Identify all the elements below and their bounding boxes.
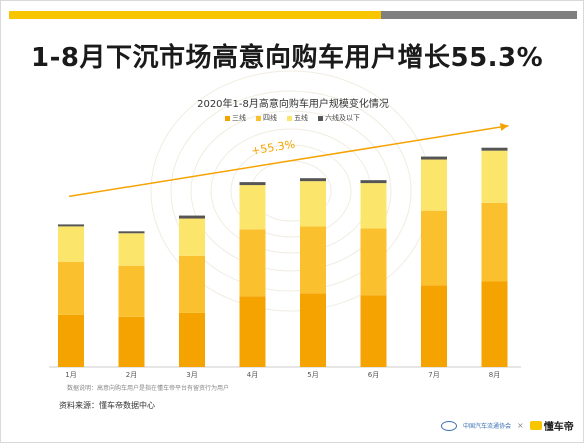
legend-swatch-tier5 — [287, 115, 292, 121]
bar-segment — [239, 229, 266, 297]
bar-segment — [179, 255, 205, 313]
x-tick-label: 2月 — [126, 371, 137, 379]
trend-arrow-line — [68, 124, 509, 198]
cada-logo-text: 中国汽车流通协会 — [463, 423, 512, 430]
dongchedi-logo-text: 懂车帝 — [543, 422, 574, 433]
x-tick-label: 6月 — [368, 371, 379, 379]
bar-segment — [179, 312, 205, 367]
bar-segment — [421, 210, 447, 286]
bar-segment — [118, 265, 145, 317]
data-source: 资料来源：懂车帝数据中心 — [59, 401, 155, 410]
bar-segment — [118, 316, 145, 367]
top-yellow-bar — [9, 11, 381, 19]
footer-logos: 中国汽车流通协会 × 懂车帝 — [441, 418, 574, 433]
legend-label-tier3: 三线 — [232, 114, 246, 122]
legend-item-tier4: 四线 — [256, 113, 277, 123]
bar-segment — [421, 285, 447, 367]
legend-item-tier6: 六线及以下 — [318, 113, 360, 123]
top-gray-bar — [381, 11, 577, 19]
legend-label-tier5: 五线 — [294, 114, 308, 122]
bar-segment — [360, 180, 387, 184]
legend-item-tier3: 三线 — [225, 113, 246, 123]
bar-segment — [481, 147, 508, 151]
bar-segment — [360, 228, 387, 296]
bar-segment — [300, 181, 326, 227]
bar-segment — [58, 261, 84, 315]
bar-segment — [58, 314, 84, 367]
bar-segment — [179, 215, 205, 219]
bar-segment — [300, 226, 326, 294]
bar-segment — [239, 182, 266, 186]
x-tick-label: 1月 — [65, 371, 76, 379]
cada-logo-icon — [441, 420, 457, 431]
bar-segment — [58, 224, 84, 227]
bar-segment — [300, 293, 326, 367]
legend-label-tier4: 四线 — [263, 114, 277, 122]
trend-arrow-head — [499, 123, 509, 131]
legend-swatch-tier4 — [256, 115, 261, 121]
bar-segment — [481, 202, 508, 282]
bar-segment — [421, 156, 447, 160]
growth-annotation-label: +55.3% — [250, 138, 296, 158]
times-separator: × — [517, 421, 524, 430]
x-tick-label: 8月 — [489, 371, 500, 379]
dongchedi-logo: 懂车帝 — [529, 418, 574, 433]
bar-segment — [300, 178, 326, 182]
data-note: 数据说明：高意向购车用户是指在懂车帝平台有留资行为用户 — [67, 385, 230, 392]
x-tick-label: 4月 — [247, 371, 258, 379]
bar-segment — [239, 185, 266, 230]
legend-item-tier5: 五线 — [287, 113, 308, 123]
chart-title: 2020年1-8月高意向购车用户规模变化情况 — [197, 99, 389, 110]
bar-segment — [360, 183, 387, 229]
x-tick-label: 3月 — [186, 371, 197, 379]
bar-segment — [481, 150, 508, 203]
bar-segment — [421, 159, 447, 211]
bar-segment — [118, 233, 145, 266]
x-tick-label: 5月 — [307, 371, 318, 379]
bar-segment — [239, 296, 266, 367]
legend-swatch-tier6 — [318, 115, 323, 121]
bar-segment — [360, 295, 387, 367]
bar-segment — [58, 226, 84, 262]
bar-segment — [481, 281, 508, 367]
dongchedi-logo-icon — [529, 421, 542, 430]
page-title: 1-8月下沉市场高意向购车用户增长55.3% — [31, 43, 544, 73]
bar-segment — [118, 231, 145, 234]
x-tick-label: 7月 — [428, 371, 439, 379]
legend-label-tier6: 六线及以下 — [325, 114, 360, 122]
bar-segment — [179, 218, 205, 256]
chart-legend: 三线 四线 五线 六线及以下 — [225, 113, 360, 123]
legend-swatch-tier3 — [225, 115, 230, 121]
